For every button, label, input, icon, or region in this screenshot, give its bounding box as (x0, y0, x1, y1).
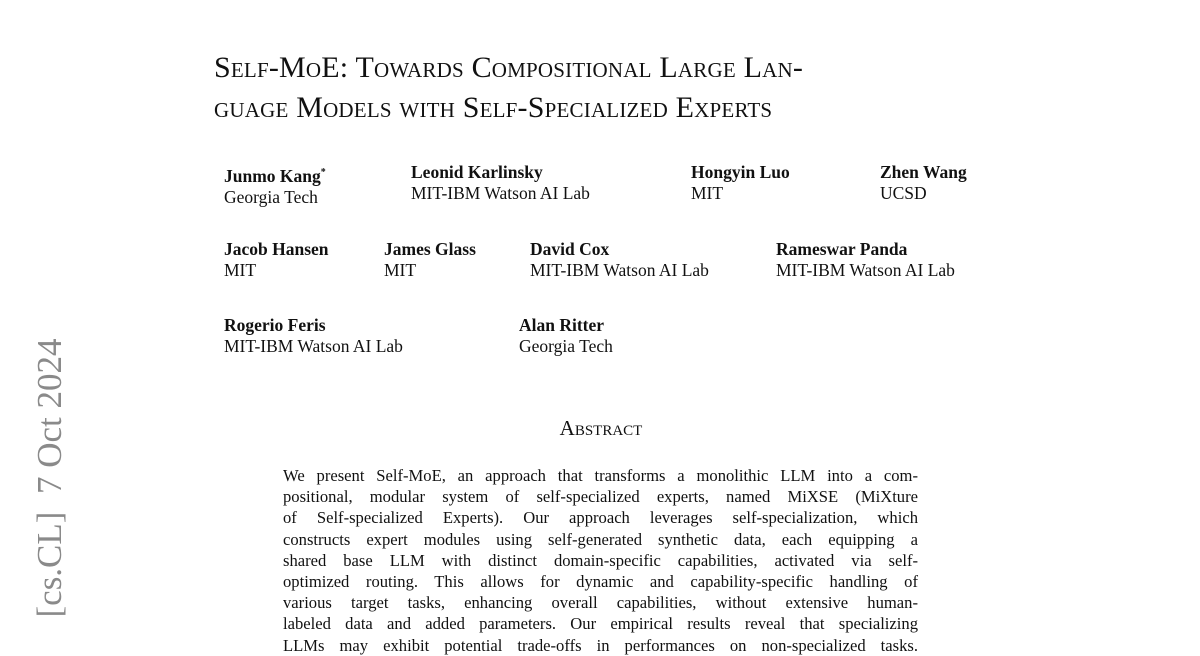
author-name: Alan Ritter (519, 315, 605, 335)
stamp-category: [cs.CL] (30, 511, 69, 618)
author: Junmo Kang* Georgia Tech (224, 162, 326, 208)
abstract-heading: Abstract (559, 416, 643, 440)
abstract-line: constructs expert modules using self-gen… (283, 529, 918, 549)
author-name-line: Jacob Hansen (224, 239, 329, 260)
abstract-line: We present Self-MoE, an approach that tr… (283, 466, 918, 485)
author-affiliation: MIT-IBM Watson AI Lab (530, 260, 709, 280)
author-name: Hongyin Luo (691, 162, 790, 182)
author-affiliation: MIT (691, 183, 724, 203)
author: Rameswar Panda MIT-IBM Watson AI Lab (776, 239, 955, 281)
abstract-line: various target tasks, enhancing overall … (283, 593, 918, 613)
author-affiliation: Georgia Tech (519, 336, 613, 356)
author-name: Rameswar Panda (776, 239, 908, 259)
title-line: guage Models with Self-Specialized Exper… (214, 91, 773, 124)
author-name-line: Junmo Kang* (224, 162, 326, 187)
author-affiliation: MIT-IBM Watson AI Lab (411, 183, 590, 203)
abstract-line: of Self-specialized Experts). Our approa… (283, 508, 918, 528)
author-name-line: Rameswar Panda (776, 239, 955, 260)
author: Jacob Hansen MIT (224, 239, 329, 281)
author-name-line: Hongyin Luo (691, 162, 790, 183)
author-affiliation: MIT (224, 260, 257, 280)
abstract-line: labeled data and added parameters. Our e… (283, 614, 918, 634)
author-name-line: James Glass (384, 239, 476, 260)
author-affiliation: UCSD (880, 183, 927, 203)
author-affiliation: MIT-IBM Watson AI Lab (224, 336, 403, 356)
author-mark: * (320, 167, 326, 178)
author: Hongyin Luo MIT (691, 162, 790, 204)
author-affiliation: Georgia Tech (224, 186, 318, 207)
author-name: Rogerio Feris (224, 315, 326, 335)
author-name: David Cox (530, 239, 610, 259)
abstract-line: shared base LLM with distinct domain-spe… (283, 550, 918, 570)
author-affiliation: MIT (384, 260, 417, 280)
author: James Glass MIT (384, 239, 476, 281)
author-name-line: Rogerio Feris (224, 315, 403, 336)
author: Alan Ritter Georgia Tech (519, 315, 613, 357)
abstract-line: positional, modular system of self-speci… (283, 487, 918, 507)
arxiv-stamp: [cs.CL] 7 Oct 2024 (30, 339, 70, 618)
author: Zhen Wang UCSD (880, 162, 967, 204)
author-name-line: Alan Ritter (519, 315, 613, 336)
author-affiliation: MIT-IBM Watson AI Lab (776, 260, 955, 280)
author-name: James Glass (384, 239, 476, 259)
author-name: Jacob Hansen (224, 239, 329, 259)
abstract-line: optimized routing. This allows for dynam… (283, 572, 918, 591)
author-name-line: Leonid Karlinsky (411, 162, 590, 183)
abstract-line: LLMs may exhibit potential trade-offs in… (283, 635, 918, 655)
title-line: Self-MoE: Towards Compositional Large La… (214, 51, 804, 84)
author-name-line: David Cox (530, 239, 709, 260)
author: Leonid Karlinsky MIT-IBM Watson AI Lab (411, 162, 590, 204)
author-name: Junmo Kang (224, 165, 321, 186)
author: David Cox MIT-IBM Watson AI Lab (530, 239, 709, 281)
author-name-line: Zhen Wang (880, 162, 967, 183)
author-name: Zhen Wang (880, 162, 967, 182)
author-name: Leonid Karlinsky (411, 162, 543, 182)
author: Rogerio Feris MIT-IBM Watson AI Lab (224, 315, 403, 357)
